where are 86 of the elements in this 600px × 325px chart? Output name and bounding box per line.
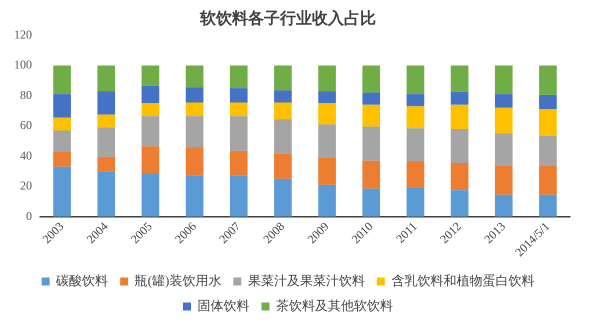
bar (539, 109, 557, 136)
bar (97, 171, 116, 217)
y-tick-label: 80 (20, 88, 32, 102)
bar (494, 194, 513, 217)
bar (142, 116, 160, 146)
bar (230, 116, 248, 151)
bar (186, 102, 204, 116)
bar (142, 174, 160, 217)
bar (362, 188, 380, 217)
bar (406, 65, 424, 94)
bar (186, 87, 204, 102)
bar (494, 133, 513, 166)
legend-label: 瓶(罐)装饮用水 (134, 272, 222, 288)
bar (230, 102, 248, 116)
bar (450, 190, 468, 217)
y-tick-label: 0 (26, 208, 32, 223)
bar (274, 65, 292, 90)
bar (539, 136, 557, 166)
bar (318, 158, 336, 185)
bar (318, 124, 336, 158)
bar (494, 94, 513, 108)
bar (274, 178, 292, 217)
bar (450, 92, 468, 105)
bar (494, 165, 513, 195)
bar (274, 90, 292, 102)
y-tick-label: 20 (20, 178, 32, 193)
bar (539, 65, 557, 95)
bar (142, 65, 160, 86)
bar (450, 65, 468, 92)
bar (142, 86, 160, 104)
bar (186, 65, 204, 88)
bar (450, 104, 468, 129)
bar (494, 65, 513, 94)
bar (53, 130, 71, 152)
y-tick-label: 40 (20, 148, 32, 162)
bar (53, 118, 71, 130)
bar (318, 103, 336, 124)
bar (230, 176, 248, 217)
bar (230, 65, 248, 88)
bar (406, 128, 424, 162)
bar (142, 146, 160, 174)
legend-label: 固体饮料 (198, 298, 250, 313)
bar (362, 160, 380, 189)
bar (450, 128, 468, 163)
bar (318, 184, 336, 217)
bar (494, 108, 513, 134)
chart-title: 软饮料各子行业收入占比 (199, 10, 376, 28)
bar (274, 119, 292, 154)
legend-label: 含乳饮料和植物蛋白饮料 (391, 272, 534, 288)
bar (230, 150, 248, 176)
bar (362, 92, 380, 105)
bar (318, 65, 336, 92)
legend-label: 果菜汁及果菜汁饮料 (248, 272, 365, 288)
bar (53, 166, 71, 217)
bar (362, 104, 380, 127)
bar (539, 94, 557, 110)
bar (406, 106, 424, 128)
legend-label: 碳酸饮料 (55, 272, 108, 288)
bar (450, 162, 468, 190)
bar (97, 114, 116, 128)
bar (142, 103, 160, 116)
bar (186, 116, 204, 148)
bar (97, 65, 116, 92)
bar (53, 94, 71, 118)
bar (539, 165, 557, 195)
bar (406, 187, 424, 217)
y-tick-label: 100 (14, 58, 32, 72)
bar (362, 126, 380, 161)
bar (406, 161, 424, 188)
bar (362, 65, 380, 93)
bar (274, 154, 292, 179)
y-tick-label: 120 (14, 27, 32, 42)
legend-label: 茶饮料及其他软饮料 (276, 298, 393, 313)
bar (186, 147, 204, 176)
bar (406, 94, 424, 106)
bar (230, 88, 248, 102)
bar (53, 65, 71, 94)
bar (186, 176, 204, 217)
bar (97, 91, 116, 115)
bar (97, 156, 116, 172)
bar (318, 91, 336, 104)
bar (274, 102, 292, 120)
bar (53, 152, 71, 167)
bar (97, 127, 116, 157)
bar (539, 194, 557, 217)
y-tick-label: 60 (20, 118, 32, 132)
